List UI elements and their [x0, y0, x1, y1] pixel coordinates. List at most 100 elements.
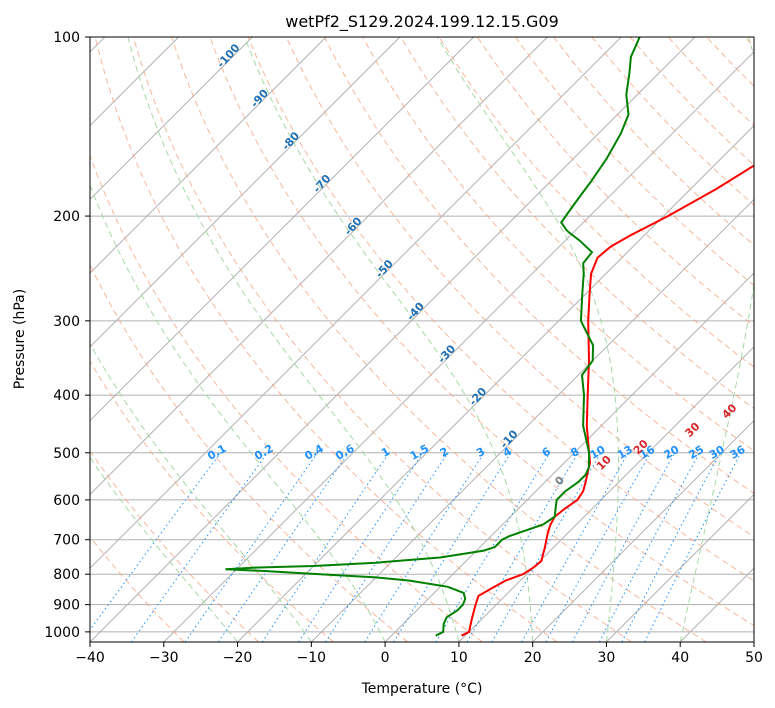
mixing-ratio-line [571, 452, 676, 642]
moist-adiabat [436, 37, 619, 642]
moist-adiabat [679, 37, 754, 642]
isotherm-label: -50 [373, 257, 396, 281]
dry-adiabat [515, 37, 754, 286]
mixing-ratio-line [325, 452, 449, 642]
isotherm-line [237, 124, 754, 642]
mixing-ratio-line [298, 452, 424, 642]
dry-adiabat [744, 37, 754, 48]
mixing-ratio-line [217, 452, 349, 642]
dry-adiabat [629, 37, 754, 166]
mixing-ratio-label: 0.1 [205, 442, 228, 463]
mixing-ratio-line [393, 452, 512, 642]
mixing-ratio-label: 6 [540, 445, 553, 460]
isotherm-line [90, 37, 253, 201]
chart-title: wetPf2_S129.2024.199.12.15.G09 [285, 12, 559, 32]
mixing-ratio-line [598, 452, 700, 642]
y-ticks: 100 200 300 400 500 600 700 800 900 1000 [44, 30, 90, 641]
isotherm-line [753, 641, 754, 642]
x-axis-label: Temperature (°C) [361, 681, 483, 697]
dry-adiabat [90, 360, 334, 642]
isotherm-label: -70 [311, 172, 334, 196]
x-ticks: −40 −30 −20 −10 0 10 20 30 40 50 [75, 642, 763, 666]
y-tick-label: 700 [53, 533, 80, 549]
mixing-ratio-label: 20 [662, 443, 682, 462]
moist-adiabat [90, 342, 312, 642]
dry-adiabat [132, 37, 632, 642]
y-tick-label: 600 [53, 493, 80, 509]
dry-adiabat [476, 37, 754, 327]
mixing-ratio-label: 25 [686, 443, 706, 462]
dry-adiabat [90, 263, 409, 642]
moist-adiabat [244, 37, 534, 642]
dry-adiabat [323, 37, 754, 494]
x-tick-label: −10 [297, 650, 327, 666]
x-tick-label: 20 [524, 650, 542, 666]
isotherm-line [384, 272, 754, 642]
x-tick-label: −20 [223, 650, 253, 666]
mixing-ratio-line [435, 452, 551, 642]
y-tick-label: 200 [53, 209, 80, 225]
isotherm-line [90, 37, 327, 274]
dry-adiabat [94, 37, 558, 642]
moist-adiabat [90, 456, 238, 642]
moist-adiabat [127, 37, 460, 642]
x-tick-label: 30 [598, 650, 616, 666]
plot-frame [89, 36, 755, 643]
mixing-ratio-line [184, 452, 319, 642]
mixing-ratio-label: 0.6 [333, 442, 357, 463]
mixing-ratio-label: 1.5 [408, 442, 431, 463]
mixing-ratio-line [130, 452, 269, 642]
mixing-ratio-line [364, 452, 485, 642]
isotherm-line [163, 51, 754, 642]
x-tick-label: 0 [381, 650, 390, 666]
profiles [225, 37, 754, 637]
x-tick-label: 40 [671, 650, 689, 666]
wet-bulb-label: 40 [719, 401, 739, 421]
x-tick-label: 50 [745, 650, 763, 666]
y-tick-label: 500 [53, 446, 80, 462]
background-lines [90, 37, 754, 642]
y-tick-label: 100 [53, 30, 80, 46]
temperature-profile [461, 164, 754, 637]
mixing-ratio-line [90, 452, 222, 631]
dry-adiabat [247, 37, 754, 582]
wet-bulb-label: 30 [682, 420, 702, 440]
dry-adiabat [400, 37, 754, 410]
dry-adiabat [90, 450, 259, 642]
isotherm-line [606, 493, 754, 642]
dry-adiabat [362, 37, 754, 452]
isotherm-label: -40 [404, 300, 427, 324]
isotherm-line [679, 567, 754, 642]
mixing-ratio-label: 30 [707, 443, 727, 462]
isotherm-line [310, 198, 754, 642]
y-tick-label: 1000 [44, 625, 80, 641]
isotherm-line [532, 419, 754, 642]
mixing-ratio-line [644, 452, 742, 642]
mixing-ratio-line [261, 452, 390, 642]
dry-adiabat [438, 37, 754, 368]
isotherm-line [90, 37, 548, 496]
y-tick-label: 800 [53, 567, 80, 583]
x-tick-label: 10 [450, 650, 468, 666]
isotherm-line [90, 37, 696, 642]
isotherm-line [90, 37, 475, 422]
dry-adiabat [171, 37, 707, 642]
dry-adiabat [706, 37, 754, 87]
dewpoint-profile [225, 37, 641, 637]
y-tick-label: 900 [53, 598, 80, 614]
isotherm-line [90, 37, 622, 569]
y-axis-label: Pressure (hPa) [12, 289, 28, 389]
isotherm-label: -80 [279, 129, 302, 153]
mixing-ratio-line [521, 452, 629, 642]
dry-adiabat [209, 37, 754, 627]
mixing-ratio-label: 0.4 [302, 442, 326, 463]
dry-adiabat [667, 37, 754, 127]
mixing-ratio-label: 36 [728, 443, 748, 462]
moist-adiabat [90, 183, 386, 642]
isotherm-label: -30 [435, 342, 458, 366]
x-tick-label: −30 [149, 650, 179, 666]
isotherm-label: -90 [248, 87, 271, 111]
mixing-ratio-line [545, 452, 651, 642]
isotherm-line [458, 346, 754, 642]
